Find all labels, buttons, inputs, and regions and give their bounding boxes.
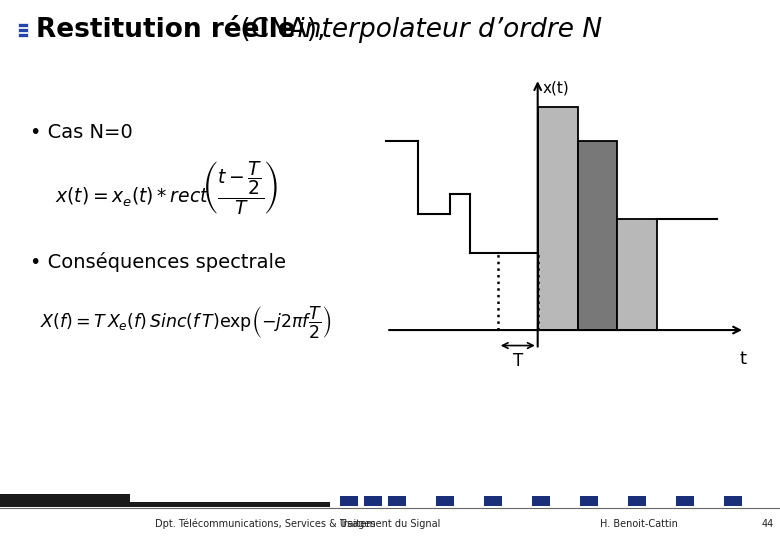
Bar xyxy=(618,219,658,330)
Bar xyxy=(580,496,598,506)
Text: (CNA),: (CNA), xyxy=(232,17,325,43)
Text: x(t): x(t) xyxy=(542,80,569,96)
Text: H. Benoit-Cattin: H. Benoit-Cattin xyxy=(600,519,678,529)
Bar xyxy=(532,496,550,506)
Text: • Conséquences spectrale: • Conséquences spectrale xyxy=(30,252,286,272)
Bar xyxy=(700,496,718,506)
Text: Dpt. Télécommunications, Services & Usages: Dpt. Télécommunications, Services & Usag… xyxy=(155,519,375,529)
Text: interpolateur d’ordre N: interpolateur d’ordre N xyxy=(289,17,602,43)
Bar xyxy=(436,496,454,506)
Text: • Cas N=0: • Cas N=0 xyxy=(30,123,133,141)
Bar xyxy=(460,496,478,506)
Bar xyxy=(340,496,358,506)
Bar xyxy=(652,496,670,506)
Bar xyxy=(364,496,382,506)
Bar xyxy=(18,28,28,32)
Bar xyxy=(388,496,406,506)
Text: $X(f) = T\,X_e(f)\,Sinc(f\,T)\exp\!\left(-j2\pi f\dfrac{T}{2}\right)$: $X(f) = T\,X_e(f)\,Sinc(f\,T)\exp\!\left… xyxy=(40,304,332,340)
Bar xyxy=(604,496,622,506)
Text: t: t xyxy=(739,350,746,368)
Bar xyxy=(0,502,330,507)
Bar xyxy=(556,496,574,506)
Bar xyxy=(412,496,430,506)
Text: Restitution réelle: Restitution réelle xyxy=(36,17,296,43)
Bar xyxy=(18,23,28,27)
Bar xyxy=(0,494,130,507)
Bar xyxy=(628,496,646,506)
Text: 44: 44 xyxy=(762,519,775,529)
Text: Traitement du Signal: Traitement du Signal xyxy=(339,519,441,529)
Bar xyxy=(724,496,742,506)
Bar xyxy=(18,33,28,37)
Bar xyxy=(508,496,526,506)
Bar xyxy=(676,496,694,506)
Bar xyxy=(577,141,618,330)
Text: $x(t) = x_e(t)*rect\!\left(\dfrac{t-\dfrac{T}{2}}{T}\right)$: $x(t) = x_e(t)*rect\!\left(\dfrac{t-\dfr… xyxy=(55,159,278,217)
Bar xyxy=(484,496,502,506)
Bar xyxy=(537,107,577,330)
Text: T: T xyxy=(512,352,523,370)
